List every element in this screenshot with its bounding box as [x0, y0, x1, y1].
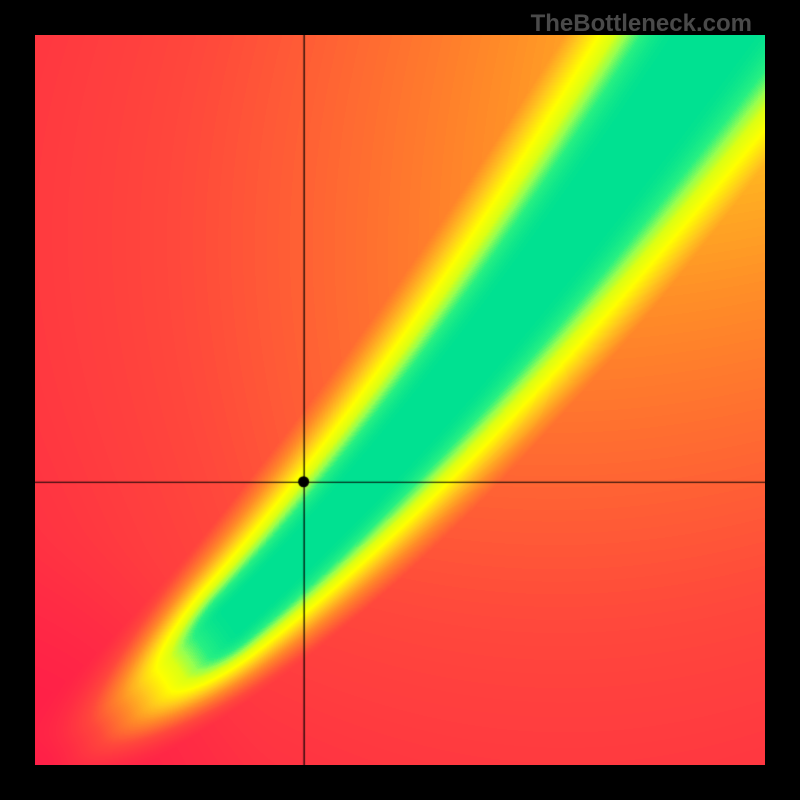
watermark-text: TheBottleneck.com	[531, 10, 752, 38]
chart-container: TheBottleneck.com	[0, 0, 800, 800]
bottleneck-heatmap	[35, 35, 765, 765]
